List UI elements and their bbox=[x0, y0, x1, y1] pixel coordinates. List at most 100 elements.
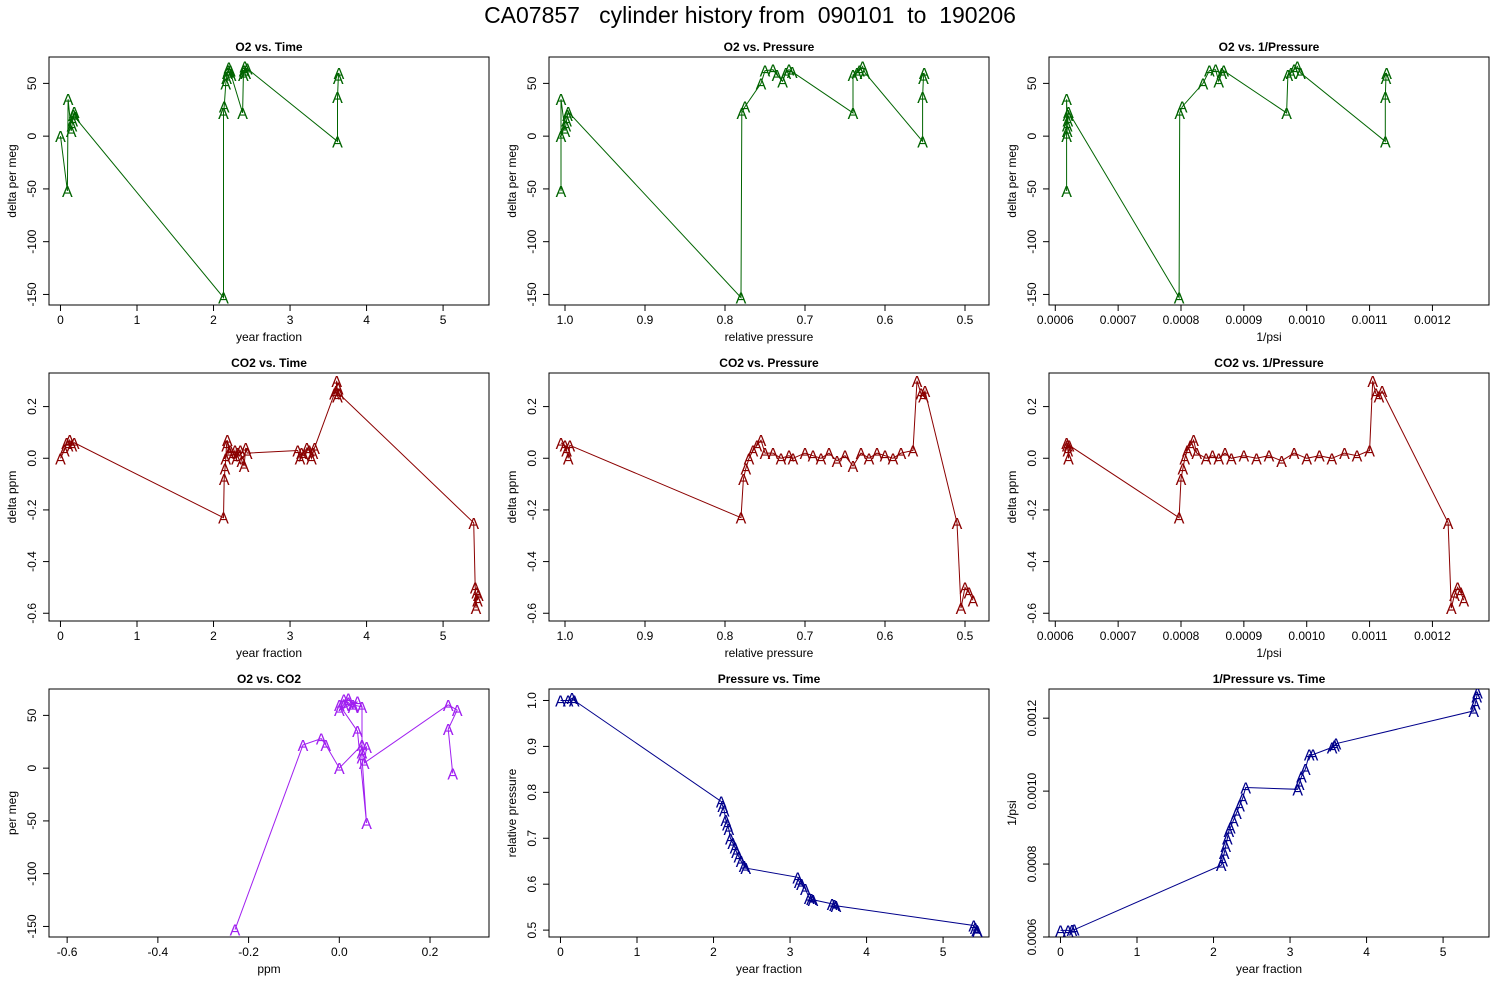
y-axis-label: delta per meg bbox=[505, 144, 519, 217]
data-point: A bbox=[800, 446, 811, 463]
data-point: A bbox=[1286, 66, 1297, 83]
series-line bbox=[234, 697, 458, 930]
series-line bbox=[1060, 692, 1478, 931]
x-tick-label: 3 bbox=[287, 313, 294, 327]
y-tick-label: -50 bbox=[525, 180, 539, 198]
x-tick-label: 0.0 bbox=[331, 945, 348, 959]
panel-title: Pressure vs. Time bbox=[718, 672, 821, 686]
data-point: A bbox=[1204, 64, 1215, 81]
data-point: A bbox=[1063, 444, 1074, 461]
y-tick-label: 50 bbox=[525, 76, 539, 90]
data-point: A bbox=[1237, 791, 1248, 808]
data-point: A bbox=[63, 438, 74, 455]
y-tick-label: 0.0006 bbox=[1025, 918, 1039, 955]
data-point: A bbox=[339, 698, 350, 715]
x-tick-label: 0.0006 bbox=[1037, 629, 1074, 643]
data-point: A bbox=[740, 462, 751, 479]
x-tick-label: 1.0 bbox=[557, 629, 574, 643]
data-point: A bbox=[218, 511, 229, 528]
data-point: A bbox=[736, 291, 747, 308]
x-tick-label: 0.0010 bbox=[1288, 629, 1325, 643]
data-point: A bbox=[717, 799, 728, 816]
data-point: A bbox=[447, 766, 458, 783]
data-point: A bbox=[760, 64, 771, 81]
data-point: A bbox=[1339, 446, 1350, 463]
data-point: A bbox=[329, 387, 340, 404]
data-point: A bbox=[240, 66, 251, 83]
y-tick-label: -100 bbox=[525, 229, 539, 253]
x-axis-label: relative pressure bbox=[725, 330, 814, 344]
y-tick-label: 0.6 bbox=[525, 876, 539, 893]
x-tick-label: 2 bbox=[710, 945, 717, 959]
data-point: A bbox=[219, 100, 230, 117]
series-line bbox=[60, 66, 340, 299]
x-tick-label: 0.0009 bbox=[1226, 629, 1263, 643]
y-tick-label: -0.6 bbox=[525, 603, 539, 624]
data-point: A bbox=[235, 444, 246, 461]
data-point: A bbox=[854, 64, 865, 81]
y-tick-label: 0 bbox=[25, 132, 39, 139]
data-point: A bbox=[55, 451, 66, 468]
data-point: A bbox=[242, 62, 253, 79]
data-point: A bbox=[361, 740, 372, 757]
x-axis-label: year fraction bbox=[1236, 962, 1302, 976]
data-point: A bbox=[748, 444, 759, 461]
data-point: A bbox=[1380, 90, 1391, 107]
data-point: A bbox=[912, 374, 923, 391]
data-point: A bbox=[1304, 748, 1315, 765]
y-tick-label: 0 bbox=[1025, 132, 1039, 139]
x-tick-label: 0.0008 bbox=[1163, 629, 1200, 643]
data-point: A bbox=[816, 451, 827, 468]
y-tick-label: -150 bbox=[525, 282, 539, 306]
data-point: A bbox=[1314, 449, 1325, 466]
data-point: A bbox=[339, 693, 350, 710]
data-point: A bbox=[1292, 59, 1303, 76]
data-point: A bbox=[777, 74, 788, 91]
data-point: A bbox=[856, 446, 867, 463]
data-point: A bbox=[63, 92, 74, 109]
y-tick-label: 0.0010 bbox=[1025, 772, 1039, 809]
data-point: A bbox=[1455, 586, 1466, 603]
data-point: A bbox=[738, 472, 749, 489]
data-point: A bbox=[357, 738, 368, 755]
data-point: A bbox=[452, 703, 463, 720]
x-tick-label: 4 bbox=[863, 945, 870, 959]
data-point: A bbox=[792, 870, 803, 887]
plot-frame bbox=[1048, 372, 1490, 622]
data-point: A bbox=[917, 134, 928, 151]
x-axis-label: year fraction bbox=[736, 962, 802, 976]
data-point: A bbox=[794, 875, 805, 892]
y-tick-label: -0.4 bbox=[525, 551, 539, 572]
data-point: A bbox=[800, 882, 811, 899]
data-point: A bbox=[473, 588, 484, 605]
data-point: A bbox=[848, 68, 859, 85]
data-point: A bbox=[1061, 92, 1072, 109]
data-point: A bbox=[852, 66, 863, 83]
panel-co2-vs-time: CO2 vs. Time 0 1 2 3 4 5 year fraction -0.6 -0.4 -… bbox=[5, 356, 490, 660]
data-point: A bbox=[780, 66, 791, 83]
data-point: A bbox=[970, 921, 981, 938]
y-tick-label: -100 bbox=[25, 861, 39, 885]
data-point: A bbox=[872, 446, 883, 463]
data-point: A bbox=[808, 449, 819, 466]
x-tick-label: 5 bbox=[1440, 945, 1447, 959]
data-point: A bbox=[70, 110, 81, 127]
x-tick-label: 4 bbox=[363, 629, 370, 643]
data-point: A bbox=[787, 65, 798, 82]
data-point: A bbox=[1179, 451, 1190, 468]
data-point: A bbox=[296, 446, 307, 463]
data-point: A bbox=[1177, 100, 1188, 117]
data-point: A bbox=[240, 441, 251, 458]
x-tick-label: 1.0 bbox=[557, 313, 574, 327]
data-point: A bbox=[1239, 449, 1250, 466]
data-point: A bbox=[1380, 134, 1391, 151]
data-point: A bbox=[1063, 108, 1074, 125]
data-point: A bbox=[1220, 446, 1231, 463]
data-point: A bbox=[64, 433, 75, 450]
series-line bbox=[1066, 65, 1387, 300]
data-point: A bbox=[1295, 66, 1306, 83]
